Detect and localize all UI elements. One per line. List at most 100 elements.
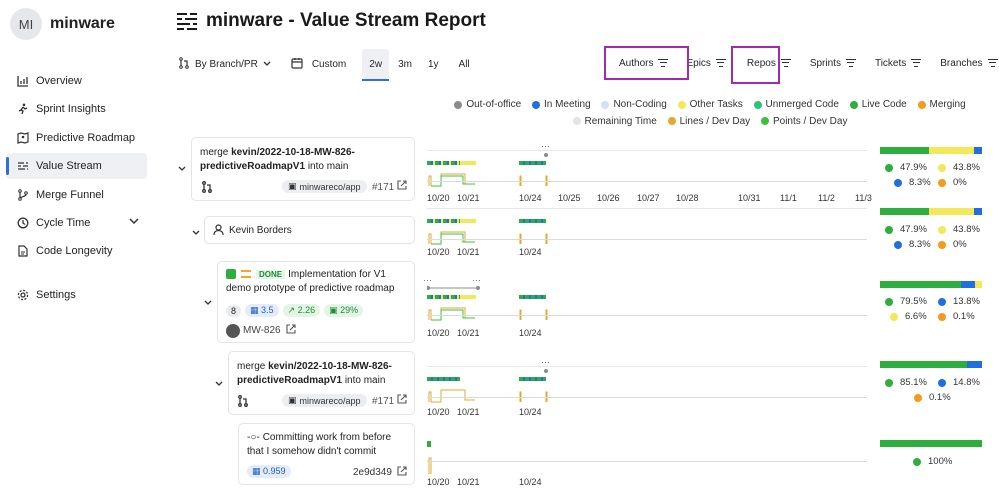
range-3m-tab[interactable]: 3m <box>398 49 412 79</box>
pr-card[interactable]: merge kevin/2022-10-18-MW-826-predictive… <box>228 351 415 415</box>
stat-dot <box>914 393 922 402</box>
commit-sha[interactable]: 2e9d349 <box>353 467 392 478</box>
more-icon[interactable]: ··· <box>423 275 432 285</box>
sidebar-item-label: Merge Funnel <box>36 188 104 201</box>
bar-segment-live-code <box>880 147 929 154</box>
ticket-card[interactable]: DONE Implementation for V1 demo prototype… <box>217 261 415 343</box>
composition-bar[interactable] <box>880 361 982 368</box>
sidebar-item-cycle-time[interactable]: Cycle Time <box>6 210 147 236</box>
more-icon[interactable]: ··· <box>541 357 550 367</box>
legend-label: In Meeting <box>543 99 591 110</box>
timeline-row-1[interactable]: ··· <box>427 141 867 188</box>
timeline-row-3[interactable]: ··· ··· <box>423 275 867 322</box>
stat-dot <box>885 297 893 306</box>
priority-icon <box>241 270 251 278</box>
legend-item[interactable]: Points / Dev Day <box>760 114 847 129</box>
legend-label: Merging <box>929 99 966 110</box>
sidebar-item-sprint-insights[interactable]: Sprint Insights <box>6 96 147 122</box>
legend-item[interactable]: Out-of-office <box>454 97 521 112</box>
avatar[interactable]: MI <box>10 8 42 40</box>
sidebar-item-value-stream[interactable]: Value Stream <box>6 153 147 180</box>
stat-item: 6.6% <box>890 311 927 322</box>
repo-badge[interactable]: ▣ minwareco/app <box>282 394 367 407</box>
external-link-icon[interactable] <box>397 180 407 193</box>
page-title: minware - Value Stream Report <box>176 10 486 32</box>
legend-label: Live Code <box>861 99 907 110</box>
composition-bar[interactable] <box>880 147 982 154</box>
activity-segment <box>427 377 460 381</box>
legend-item[interactable]: Merging <box>917 97 966 112</box>
percent-badge: ▣ 29% <box>324 304 364 317</box>
sidebar-item-overview[interactable]: Overview <box>6 68 147 94</box>
sidebar-item-code-longevity[interactable]: Code Longevity <box>6 238 147 264</box>
stat-item: 8.3% <box>894 239 931 250</box>
legend-item[interactable]: Other Tasks <box>677 97 743 112</box>
legend-item[interactable]: Lines / Dev Day <box>667 114 750 129</box>
ticket-title[interactable]: DONE Implementation for V1 demo prototype… <box>226 268 411 296</box>
legend-item[interactable]: Remaining Time <box>572 114 657 129</box>
chevron-down-icon[interactable] <box>129 217 139 228</box>
date-label: 10/21 <box>457 477 480 487</box>
pull-request-icon <box>201 181 213 196</box>
external-link-icon[interactable] <box>397 394 407 407</box>
pr-title[interactable]: merge kevin/2022-10-18-MW-826-predictive… <box>200 146 400 174</box>
sidebar: MI minware Overview Sprint Insights Pred… <box>0 0 158 491</box>
timeline-row-5[interactable] <box>427 438 867 476</box>
sidebar-item-merge-funnel[interactable]: Merge Funnel <box>6 182 147 208</box>
custom-range-button[interactable]: Custom <box>291 49 346 79</box>
legend-dot <box>753 100 762 109</box>
chevron-down-icon[interactable] <box>178 164 186 174</box>
custom-range-label: Custom <box>311 58 347 70</box>
assignee-avatar[interactable] <box>226 324 240 338</box>
lines-badge: ▦ 0.959 <box>247 465 291 478</box>
chevron-down-icon[interactable] <box>215 379 223 389</box>
range-2w-tab[interactable]: 2w <box>362 49 390 81</box>
stat-dot <box>938 240 946 249</box>
timeline-row-2[interactable] <box>427 208 867 246</box>
sidebar-item-settings[interactable]: Settings <box>6 282 147 308</box>
pr-title[interactable]: merge kevin/2022-10-18-MW-826-predictive… <box>237 360 409 388</box>
more-icon[interactable]: ··· <box>472 275 481 285</box>
stat-value: 0.1% <box>929 392 951 403</box>
commit-card[interactable]: -○- Committing work from before that I so… <box>238 423 415 485</box>
brand[interactable]: MI minware <box>10 8 115 40</box>
activity-segment <box>427 295 460 299</box>
sidebar-nav: Overview Sprint Insights Predictive Road… <box>6 68 147 267</box>
timeline-baseline <box>427 315 867 316</box>
range-all-tab[interactable]: All <box>459 49 470 79</box>
date-label: 10/20 <box>427 247 450 257</box>
stat-value: 14.8% <box>953 377 980 388</box>
range-1y-tab[interactable]: 1y <box>428 49 439 79</box>
filter-branches[interactable]: Branches <box>940 48 998 78</box>
author-card[interactable]: Kevin Borders <box>204 216 415 244</box>
sidebar-item-predictive-roadmap[interactable]: Predictive Roadmap <box>6 125 147 151</box>
filter-repos[interactable]: Repos <box>747 48 791 78</box>
commit-title[interactable]: -○- Committing work from before that I so… <box>247 431 409 459</box>
count-badge: 8 <box>226 304 242 317</box>
legend-item[interactable]: Unmerged Code <box>753 97 839 112</box>
legend-item[interactable]: Non-Coding <box>601 97 667 112</box>
group-by-select[interactable]: By Branch/PR <box>178 49 271 79</box>
trend-up-icon: ↗ <box>287 305 298 315</box>
external-link-icon[interactable] <box>397 466 407 479</box>
filter-epics[interactable]: Epics <box>686 48 726 78</box>
chevron-down-icon[interactable] <box>204 298 212 308</box>
legend-item[interactable]: Live Code <box>849 97 907 112</box>
filter-authors[interactable]: Authors <box>619 48 669 78</box>
external-link-icon[interactable] <box>286 324 296 337</box>
filter-sprints[interactable]: Sprints <box>810 48 856 78</box>
filter-tickets[interactable]: Tickets <box>875 48 922 78</box>
repo-badge[interactable]: ▣ minwareco/app <box>282 180 367 193</box>
composition-bar[interactable] <box>880 440 982 447</box>
more-icon[interactable]: ··· <box>541 141 550 151</box>
composition-bar[interactable] <box>880 208 982 215</box>
timeline-row-4[interactable]: ··· <box>427 357 867 404</box>
ticket-id[interactable]: MW-826 <box>243 325 281 336</box>
marker-dot <box>544 369 548 373</box>
legend-item[interactable]: In Meeting <box>531 97 591 112</box>
chevron-down-icon[interactable] <box>192 228 200 238</box>
pr-card[interactable]: merge kevin/2022-10-18-MW-826-predictive… <box>191 137 415 201</box>
sidebar-item-label: Overview <box>36 75 82 87</box>
bar-segment-live-code <box>880 361 967 368</box>
composition-bar[interactable] <box>880 281 982 288</box>
